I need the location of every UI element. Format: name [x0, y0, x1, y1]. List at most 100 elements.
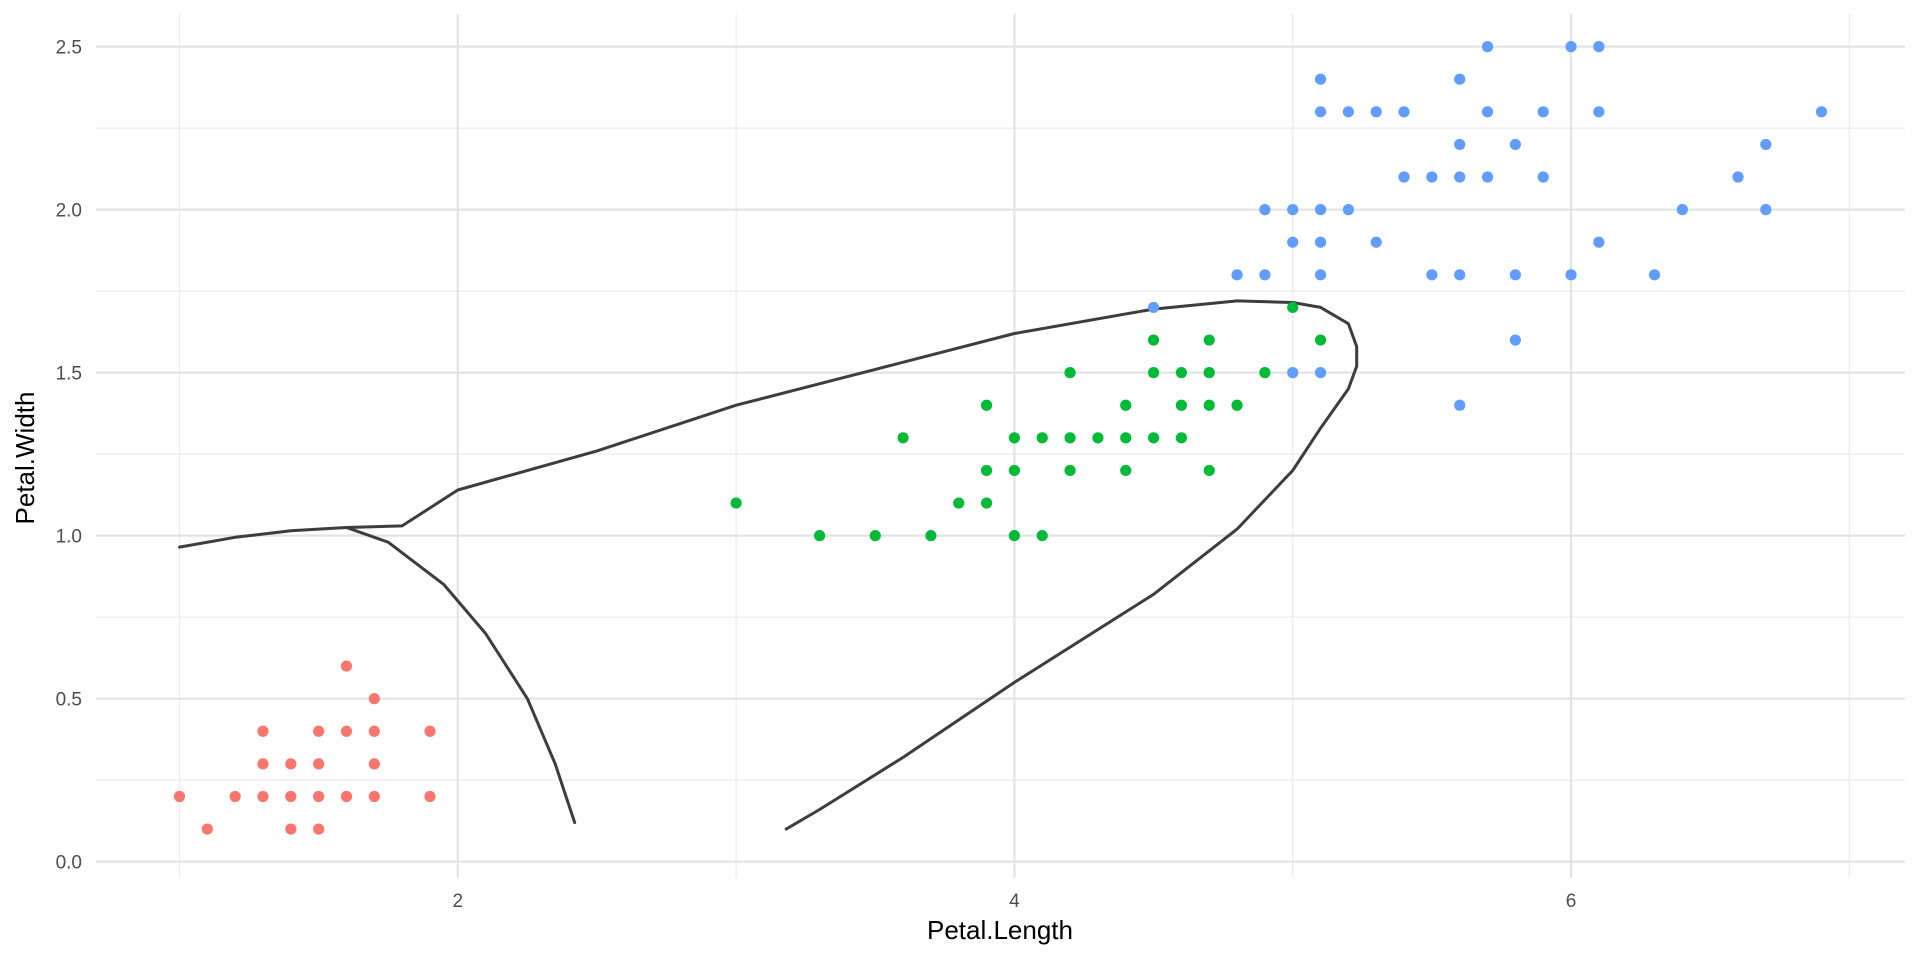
data-point	[340, 725, 353, 737]
data-point	[424, 725, 436, 737]
data-point	[1120, 464, 1132, 477]
y-axis-ticks: 0.0 0.5 1.0 1.5 2.0 2.5	[56, 38, 82, 874]
data-point	[953, 497, 965, 509]
data-point	[368, 725, 380, 737]
data-point	[1203, 464, 1215, 477]
decision-boundary-1	[178, 299, 1359, 831]
data-point	[368, 790, 380, 803]
y-tick-label: 0.5	[56, 690, 82, 711]
data-point	[1815, 106, 1828, 118]
data-point	[285, 758, 297, 770]
data-point	[1287, 367, 1299, 379]
data-point	[1454, 399, 1466, 411]
data-point	[1231, 269, 1243, 281]
data-point	[1203, 367, 1215, 379]
data-point	[257, 758, 269, 770]
data-point	[173, 790, 186, 803]
data-point	[1092, 432, 1104, 444]
y-tick-label: 0.0	[56, 853, 82, 874]
y-tick-label: 1.0	[56, 527, 82, 548]
data-point	[1593, 41, 1605, 53]
x-axis-ticks: 2 4 6	[453, 891, 1577, 912]
x-axis-title: Petal.Length	[927, 915, 1073, 945]
data-point	[1314, 269, 1327, 281]
data-point	[1147, 334, 1160, 346]
points-layer	[173, 41, 1828, 835]
data-point	[1732, 171, 1744, 183]
data-point	[1370, 106, 1382, 118]
x-tick-label: 2	[453, 891, 464, 912]
data-point	[1314, 73, 1327, 85]
data-point	[1175, 432, 1187, 444]
data-point	[201, 823, 213, 835]
data-point	[1426, 171, 1438, 183]
data-point	[925, 530, 937, 542]
data-point	[1314, 204, 1327, 216]
data-point	[1537, 106, 1549, 118]
data-point	[1537, 171, 1549, 183]
data-point	[285, 790, 297, 803]
data-point	[313, 725, 325, 737]
data-point	[1342, 106, 1354, 118]
point-group-2	[730, 301, 1327, 542]
data-point	[1147, 367, 1160, 379]
data-point	[1036, 432, 1048, 444]
data-point	[1370, 236, 1382, 248]
data-point	[980, 497, 993, 509]
data-point	[1287, 204, 1299, 216]
data-point	[1120, 399, 1132, 411]
data-point	[1314, 367, 1327, 379]
data-point	[1314, 106, 1327, 118]
data-point	[1008, 464, 1021, 477]
data-point	[1008, 432, 1021, 444]
data-point	[1398, 106, 1410, 118]
data-point	[1008, 530, 1021, 542]
data-point	[1676, 204, 1688, 216]
data-point	[424, 790, 436, 803]
data-point	[730, 497, 742, 509]
data-point	[1203, 334, 1215, 346]
data-point	[229, 790, 241, 803]
y-tick-label: 1.5	[56, 364, 82, 385]
y-tick-label: 2.5	[56, 38, 82, 59]
data-point	[1314, 334, 1327, 346]
data-point	[1481, 171, 1494, 183]
data-point	[313, 823, 325, 835]
data-point	[1147, 432, 1160, 444]
data-point	[1760, 204, 1772, 216]
data-point	[1454, 73, 1466, 85]
data-point	[1259, 269, 1271, 281]
data-point	[340, 790, 353, 803]
data-point	[1426, 269, 1438, 281]
decision-boundary-layer	[178, 299, 1359, 831]
data-point	[980, 399, 993, 411]
point-group-1	[173, 660, 436, 835]
data-point	[1565, 41, 1577, 53]
data-point	[1481, 41, 1494, 53]
data-point	[1259, 367, 1271, 379]
data-point	[1593, 106, 1605, 118]
data-point	[814, 530, 826, 542]
point-group-3	[1147, 41, 1828, 411]
data-point	[368, 758, 380, 770]
data-point	[313, 790, 325, 803]
x-tick-label: 4	[1009, 891, 1020, 912]
data-point	[1481, 106, 1494, 118]
data-point	[368, 693, 380, 705]
x-tick-label: 6	[1566, 891, 1577, 912]
data-point	[980, 464, 993, 477]
y-tick-label: 2.0	[56, 201, 82, 222]
data-point	[285, 823, 297, 835]
data-point	[1398, 171, 1410, 183]
data-point	[1509, 138, 1521, 151]
data-point	[1175, 367, 1187, 379]
data-point	[1454, 171, 1466, 183]
data-point	[340, 660, 353, 672]
data-point	[1314, 236, 1327, 248]
data-point	[1454, 138, 1466, 151]
data-point	[1175, 399, 1187, 411]
data-point	[1454, 269, 1466, 281]
data-point	[1259, 204, 1271, 216]
y-axis-title: Petal.Width	[10, 392, 40, 525]
